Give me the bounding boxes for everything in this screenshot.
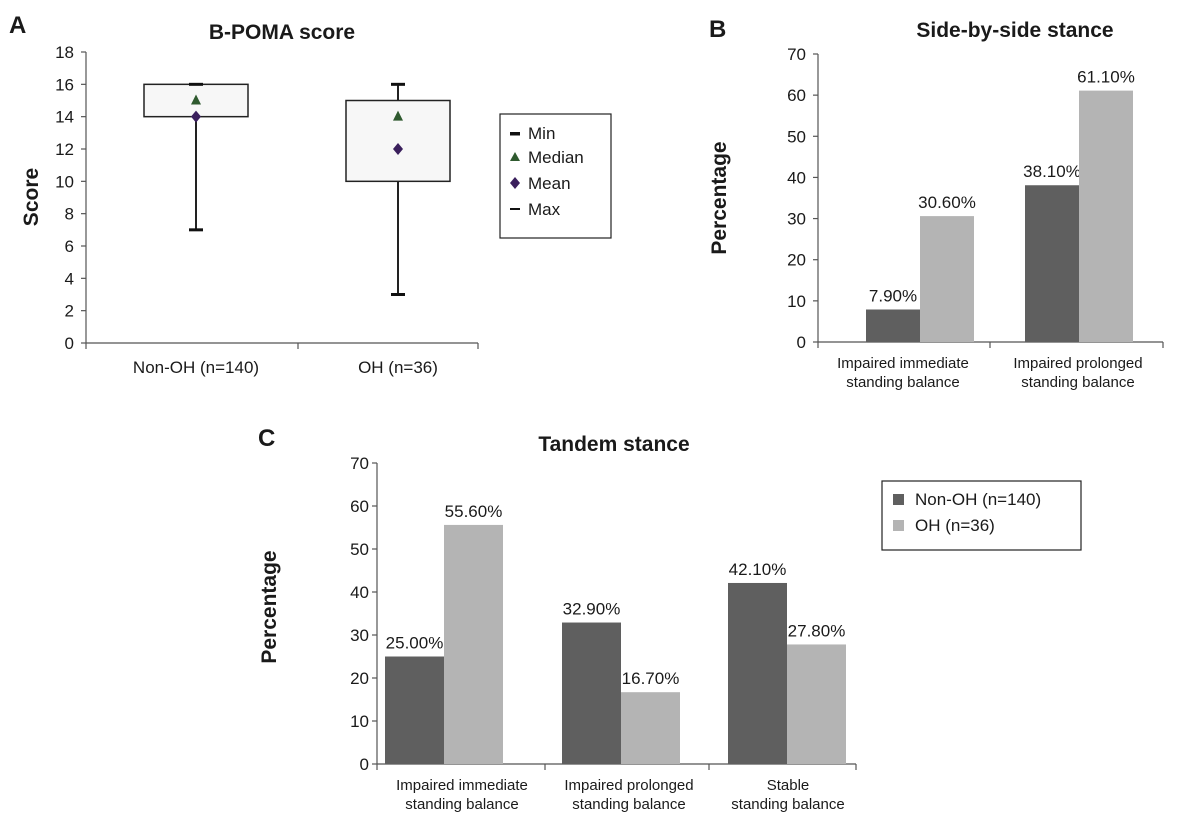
legend-min-swatch — [510, 132, 520, 136]
category-label: standing balance — [731, 796, 844, 813]
y-tick-label: 70 — [787, 45, 806, 64]
y-tick-label: 60 — [350, 497, 369, 516]
bar-data-label: 61.10% — [1077, 68, 1135, 87]
y-tick-label: 20 — [787, 251, 806, 270]
legend-item: Max — [528, 200, 561, 219]
bar-data-label: 55.60% — [445, 502, 503, 521]
category-label: standing balance — [405, 796, 518, 813]
mean-marker — [393, 143, 403, 155]
legend-item: Mean — [528, 174, 571, 193]
bar-data-label: 32.90% — [563, 600, 621, 619]
max-marker — [189, 82, 203, 86]
panel-a: A B-POMA score Score 0 2 4 6 8 10 12 14 16 18 Non-OH … — [9, 12, 612, 377]
bar — [562, 622, 621, 764]
legend-median-swatch — [510, 152, 520, 161]
legend-item: OH (n=36) — [915, 516, 995, 535]
y-tick-label: 16 — [55, 75, 74, 94]
y-tick-label: 50 — [350, 540, 369, 559]
mean-marker — [191, 110, 201, 123]
y-tick-label: 14 — [55, 108, 74, 127]
median-marker — [191, 94, 201, 105]
legend-item: Median — [528, 148, 584, 167]
chart-title: Tandem stance — [538, 433, 689, 456]
legend-swatch — [893, 520, 904, 531]
panel-b: B Side-by-side stance Percentage 0 10 20 30 40 5… — [708, 16, 1164, 391]
bar-data-label: 42.10% — [729, 560, 787, 579]
bar-data-label: 16.70% — [622, 669, 680, 688]
category-label: Impaired immediate — [396, 777, 528, 794]
legend-box — [881, 480, 1082, 551]
y-tick-label: 6 — [65, 237, 74, 256]
bar — [787, 644, 846, 764]
bar — [385, 656, 444, 764]
category-label: Stable — [767, 777, 810, 794]
y-axis-label: Percentage — [708, 141, 731, 254]
y-tick-label: 12 — [55, 140, 74, 159]
min-marker — [189, 228, 203, 232]
bar — [920, 216, 974, 342]
chart-title: Side-by-side stance — [916, 19, 1113, 42]
y-tick-label: 10 — [350, 712, 369, 731]
panel-c: C Tandem stance Percentage 0 10 20 30 40 50 60 70 2… — [258, 425, 1082, 813]
category-label: standing balance — [572, 796, 685, 813]
bar-data-label: 30.60% — [918, 193, 976, 212]
panel-letter: C — [258, 425, 275, 452]
bar — [728, 582, 787, 764]
y-tick-label: 60 — [787, 86, 806, 105]
y-tick-label: 4 — [65, 269, 74, 288]
y-tick-label: 0 — [797, 333, 806, 352]
legend-item: Min — [528, 124, 555, 143]
min-marker — [391, 293, 405, 296]
y-tick-label: 18 — [55, 43, 74, 62]
bar-data-label: 25.00% — [386, 634, 444, 653]
bar — [621, 692, 680, 764]
category-label: Impaired prolonged — [1013, 355, 1142, 372]
y-tick-label: 10 — [787, 292, 806, 311]
bar — [1025, 185, 1079, 342]
y-axis-label: Percentage — [258, 550, 281, 663]
category-label: standing balance — [1021, 374, 1134, 391]
bar — [1079, 90, 1133, 342]
legend-item: Non-OH (n=140) — [915, 490, 1041, 509]
max-marker — [391, 82, 405, 86]
bar-data-label: 27.80% — [788, 621, 846, 640]
y-tick-label: 70 — [350, 454, 369, 473]
y-tick-label: 20 — [350, 669, 369, 688]
category-label: OH (n=36) — [358, 358, 438, 377]
median-marker — [393, 110, 403, 121]
category-label: Impaired immediate — [837, 355, 969, 372]
panel-letter: B — [709, 16, 726, 43]
panel-letter: A — [9, 12, 26, 39]
y-tick-label: 8 — [65, 205, 74, 224]
y-tick-label: 0 — [360, 755, 369, 774]
legend-mean-swatch — [510, 177, 520, 189]
y-tick-label: 0 — [65, 334, 74, 353]
legend-max-swatch — [510, 208, 520, 210]
category-label: standing balance — [846, 374, 959, 391]
y-tick-label: 40 — [787, 168, 806, 187]
chart-title: B-POMA score — [209, 21, 355, 44]
y-axis-label: Score — [20, 168, 43, 226]
y-tick-label: 30 — [787, 210, 806, 229]
y-tick-label: 2 — [65, 302, 74, 321]
bar-data-label: 7.90% — [869, 286, 917, 305]
category-label: Impaired prolonged — [564, 777, 693, 794]
y-tick-label: 40 — [350, 583, 369, 602]
bar — [866, 309, 920, 342]
legend-swatch — [893, 494, 904, 505]
y-tick-label: 10 — [55, 172, 74, 191]
category-label: Non-OH (n=140) — [133, 358, 259, 377]
bar-data-label: 38.10% — [1023, 162, 1081, 181]
bar — [444, 524, 503, 764]
y-tick-label: 50 — [787, 127, 806, 146]
y-tick-label: 30 — [350, 626, 369, 645]
